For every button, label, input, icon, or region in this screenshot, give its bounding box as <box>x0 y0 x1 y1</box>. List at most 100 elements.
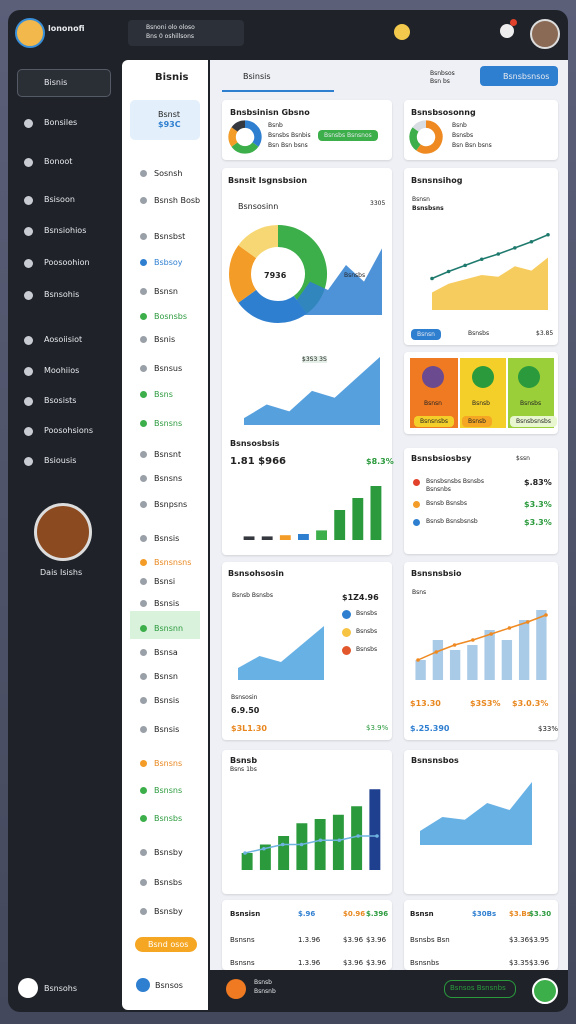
subnav-item[interactable]: Bsnsh Bosb <box>154 196 201 205</box>
subnav-icon <box>140 313 147 320</box>
subnav-item[interactable]: Bsnsa <box>154 648 178 657</box>
icon[interactable] <box>394 24 410 40</box>
nav-item[interactable]: Bonoot <box>44 157 73 166</box>
subnav-item[interactable]: Bsnsns <box>154 786 183 795</box>
subnav-item[interactable]: Bsnsns <box>154 474 183 483</box>
avatar[interactable] <box>530 19 560 49</box>
table-header: $.96 <box>298 910 316 918</box>
subnav-item[interactable]: Bsnsus <box>154 364 183 373</box>
profile-avatar[interactable] <box>34 503 92 561</box>
chart <box>420 782 532 845</box>
tile-icon <box>472 366 494 388</box>
bar <box>241 853 253 870</box>
tab[interactable] <box>222 64 334 92</box>
bottom-icon[interactable] <box>226 979 246 999</box>
nav-icon <box>24 291 33 300</box>
subnav-icon <box>140 879 147 886</box>
table-cell: $3.95 <box>529 936 550 944</box>
notifications[interactable] <box>500 24 514 38</box>
subnav-item[interactable]: Bsnsby <box>154 848 183 857</box>
subnav-item[interactable]: Sosnsh <box>154 169 183 178</box>
pie-segment <box>409 127 421 151</box>
nav-item[interactable]: Moohiios <box>44 366 80 375</box>
point <box>434 650 439 654</box>
subnav-item[interactable]: Bsnsnt <box>154 450 182 459</box>
footer-label: Bsnsbs <box>468 330 490 337</box>
subnav-item[interactable]: Bsnsn <box>154 287 178 296</box>
badge <box>510 19 517 26</box>
primary-button[interactable] <box>480 66 558 86</box>
nav-item[interactable]: Bsisoon <box>44 195 75 204</box>
nav-item[interactable]: Aosoiisiot <box>44 335 83 344</box>
subnav-item[interactable]: Bsnsi <box>154 577 176 586</box>
bottom-button-text[interactable]: Bsnsos Bsnsnbs <box>450 984 506 992</box>
nav-item[interactable]: Poosohsions <box>44 426 93 435</box>
subnav-button-text[interactable]: Bsnd osos <box>148 940 189 949</box>
subnav-item[interactable]: Bsnsnn <box>154 624 184 633</box>
search-text[interactable]: Bisnis <box>44 78 68 87</box>
chip[interactable]: Bsnsn <box>411 329 441 340</box>
footer-icon[interactable] <box>18 978 38 998</box>
point <box>479 257 484 262</box>
tile-button[interactable]: Bsnsb <box>462 416 492 427</box>
primary-button-text[interactable]: Bsnsbsnsos <box>503 72 550 81</box>
nav-item[interactable]: Poosoohion <box>44 258 90 267</box>
nav-item[interactable]: Bsiousis <box>44 456 77 465</box>
subnav-item[interactable]: Bsbsoy <box>154 258 183 267</box>
search-box[interactable] <box>17 69 111 97</box>
card-title: Bsnsbsosonng <box>411 108 476 117</box>
nav-footer[interactable]: Bsnsohs <box>44 984 78 993</box>
subtitle: Bsnsosinn <box>238 202 279 211</box>
subnav-icon <box>140 475 147 482</box>
table-cell: Bsnsbs Bsn <box>410 936 450 944</box>
subnav-item[interactable]: Bsnsby <box>154 907 183 916</box>
subnav-item[interactable]: Bsnis <box>154 335 176 344</box>
nav-item[interactable]: Bsnsohis <box>44 290 80 299</box>
subnav-item[interactable]: Bosnsbs <box>154 312 188 321</box>
tile-label: Bsnsn <box>424 400 442 407</box>
subnav-item[interactable]: Bsnsbs <box>154 878 183 887</box>
subnav-icon <box>140 197 147 204</box>
donut-center: 7936 <box>264 271 287 280</box>
tile-icon <box>422 366 444 388</box>
card-title: Bsnsit Isgnsbsion <box>228 176 308 185</box>
filter[interactable]: Bsnbsos <box>430 70 455 77</box>
subnav-item[interactable]: Bsnsis <box>154 725 180 734</box>
workspace-sub[interactable]: Bns 0 oshillsons <box>146 33 195 40</box>
bottom-button[interactable] <box>444 980 516 998</box>
logo[interactable] <box>15 18 45 48</box>
subnav-item[interactable]: Bsnsn <box>154 672 178 681</box>
value: 3305 <box>370 200 386 207</box>
subnav-item[interactable]: Bsnsis <box>154 599 180 608</box>
bar <box>467 645 478 680</box>
subnav-item[interactable]: Bsnsbst <box>154 232 186 241</box>
subnav-item[interactable]: Bsnsis <box>154 696 180 705</box>
subnav-item[interactable]: Bsnsns <box>154 419 183 428</box>
tile-button[interactable]: Bsnsnsbs <box>414 416 455 427</box>
subnav-item[interactable]: Bsnpsns <box>154 500 188 509</box>
point <box>546 232 550 237</box>
nav-item[interactable]: Bsosists <box>44 396 77 405</box>
subnav-footer[interactable]: Bsnsos <box>155 981 183 990</box>
bottom-action[interactable] <box>532 978 558 1004</box>
nav-item[interactable]: Bsnsiohios <box>44 226 87 235</box>
tab-label[interactable]: Bsinsis <box>243 72 271 81</box>
subnav-item[interactable]: Bsnsbs <box>154 814 183 823</box>
nav-item[interactable]: Bonsiles <box>44 118 78 127</box>
workspace[interactable]: Bsnoni olo oloso <box>146 24 195 31</box>
link[interactable]: $ssn <box>516 455 530 462</box>
subnav-card[interactable] <box>130 100 200 140</box>
subnav-item[interactable]: Bsnsns <box>154 759 183 768</box>
subnav-item[interactable]: Bsnsnsns <box>154 558 192 567</box>
card-button[interactable]: Bsnsbs Bsnsnos <box>318 130 378 141</box>
bar <box>259 844 271 870</box>
subnav-item[interactable]: Bsns <box>154 390 173 399</box>
subnav-item[interactable]: Bsnsis <box>154 534 180 543</box>
brand: lononofi <box>48 24 85 33</box>
filter-sub[interactable]: Bsn bs <box>430 78 450 85</box>
footer-label: Bsnsosin <box>231 694 258 701</box>
tile-button[interactable]: Bsnsbsnsbs <box>510 416 557 427</box>
pie-segment <box>412 120 427 132</box>
workspace-select[interactable] <box>128 20 244 46</box>
subnav-button[interactable] <box>135 937 197 952</box>
